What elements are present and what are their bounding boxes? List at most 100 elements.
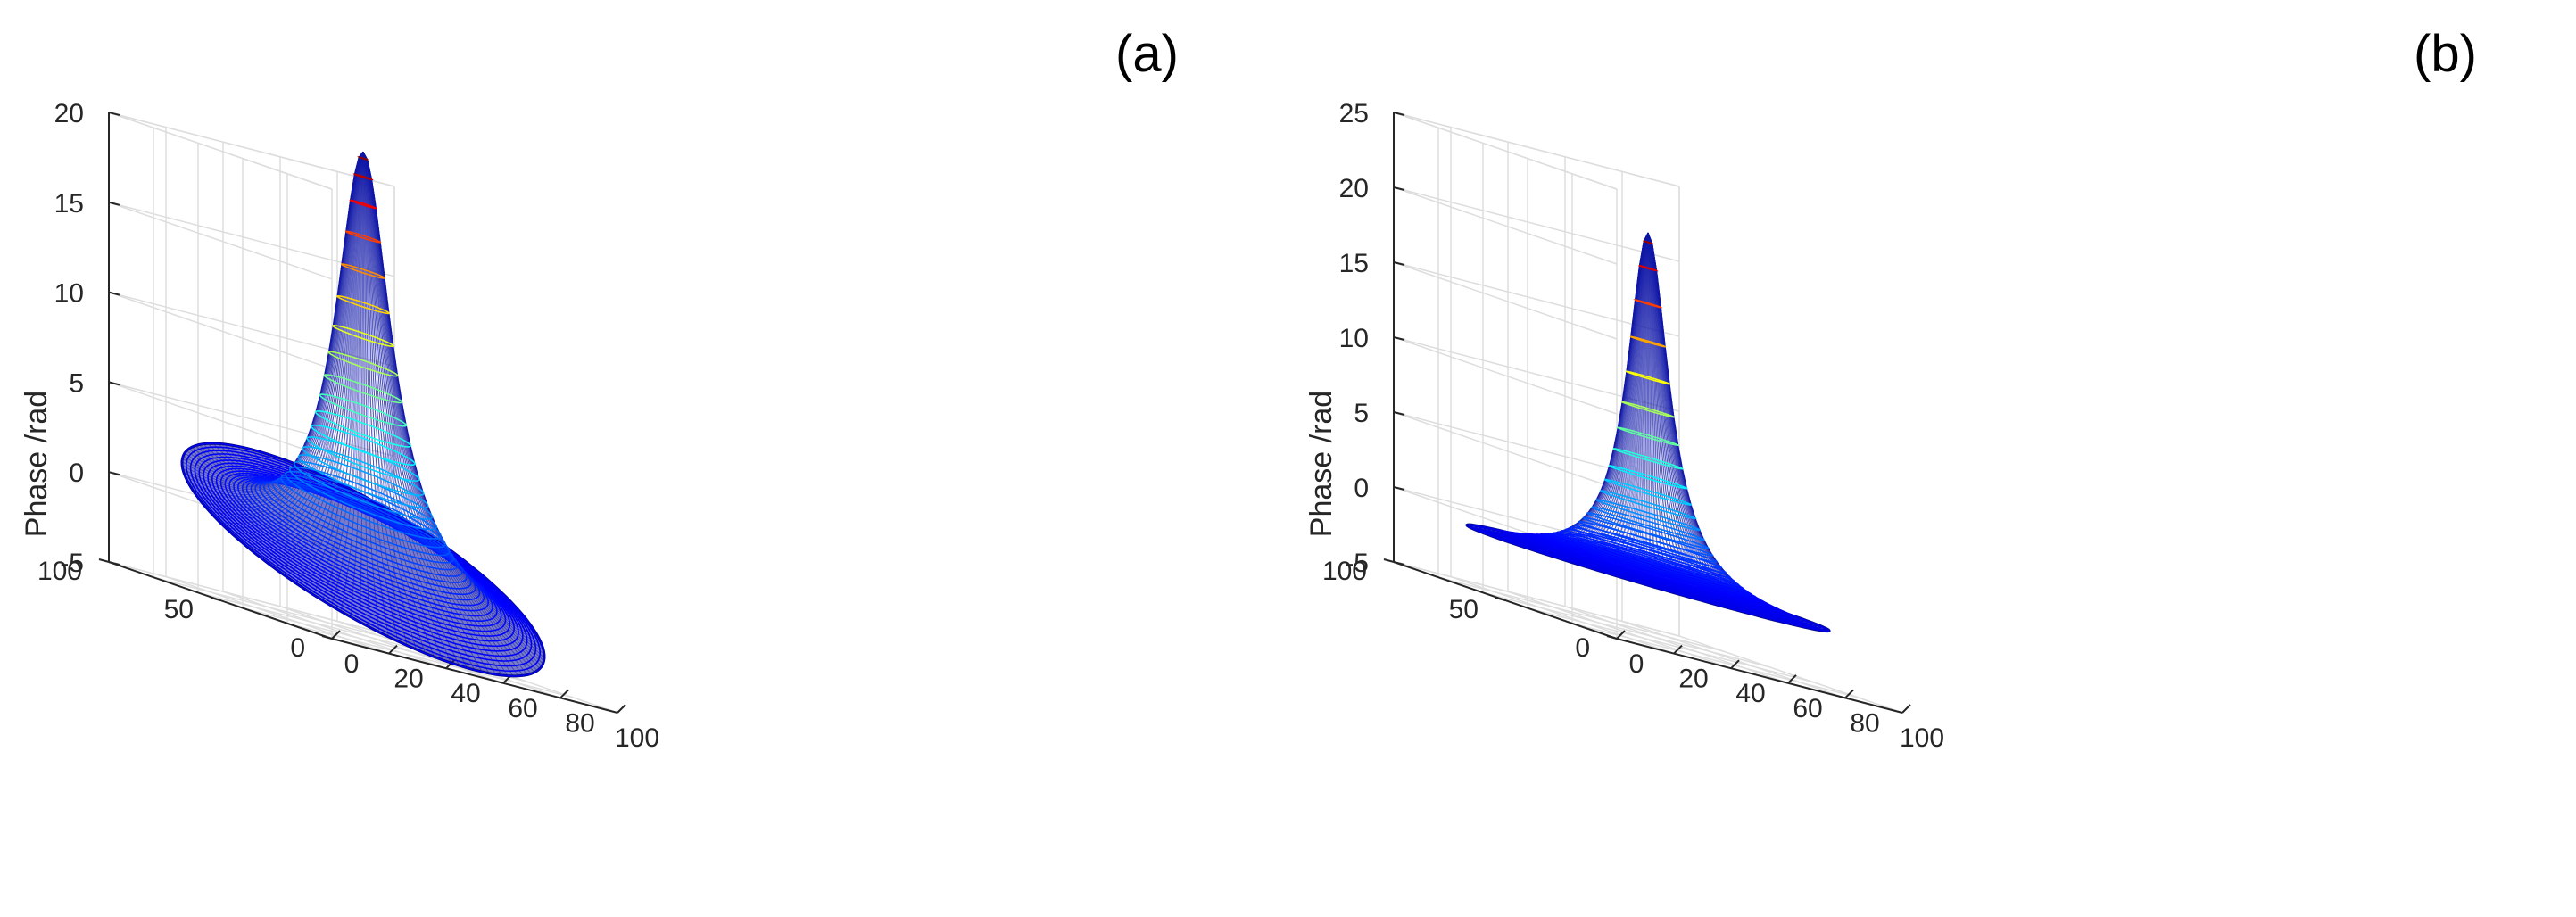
y-tick-label: 100 <box>1322 557 1367 586</box>
mesh-ring <box>352 173 374 180</box>
mesh-ring <box>297 454 429 509</box>
mesh-ring <box>302 446 425 496</box>
z-tick-label: 20 <box>54 99 84 128</box>
mesh-ring <box>1603 478 1693 506</box>
x-tick <box>1901 704 1911 714</box>
mesh-ring <box>262 481 464 577</box>
y-tick <box>1383 558 1395 563</box>
y-tick <box>1495 597 1506 601</box>
x-tick <box>1730 659 1740 669</box>
z-tick-label: 0 <box>1354 474 1369 503</box>
z-tick <box>108 291 120 296</box>
mesh-ring <box>1633 299 1663 309</box>
mesh-ring <box>1521 533 1775 608</box>
mesh-ring <box>194 453 533 662</box>
mesh-spoke <box>1466 232 1649 535</box>
mesh-ring <box>357 156 369 161</box>
mesh-ring <box>341 263 385 279</box>
mesh-ring <box>207 462 519 648</box>
x-tick-label: 80 <box>565 708 594 738</box>
surface-mesh <box>1466 232 1830 632</box>
mesh-spoke <box>1467 232 1649 535</box>
x-tick <box>1787 674 1797 684</box>
z-tick-label: 5 <box>69 368 84 398</box>
mesh-ring <box>1638 265 1659 272</box>
mesh-ring <box>327 351 399 377</box>
mesh-ring <box>1643 240 1653 244</box>
z-tick-label: -5 <box>1345 549 1369 578</box>
y-tick-label: 50 <box>1449 595 1479 624</box>
mesh-ring <box>1565 528 1731 578</box>
z-tick <box>1393 112 1405 116</box>
z-tick-label: 10 <box>1339 324 1369 353</box>
z-tick-label: 20 <box>1339 174 1369 203</box>
mesh-ring <box>185 446 542 673</box>
mesh-ring <box>1586 512 1710 549</box>
z-tick <box>1393 411 1405 416</box>
mesh-ring <box>1625 370 1672 385</box>
x-tick-label: 0 <box>1629 649 1644 679</box>
mesh-spoke <box>1479 232 1649 536</box>
x-tick-label: 80 <box>1850 708 1879 738</box>
mesh-ring <box>349 199 377 210</box>
z-tick <box>108 112 120 116</box>
y-tick <box>1606 635 1618 640</box>
z-tick-label: 0 <box>69 458 84 488</box>
mesh-ring <box>1530 533 1766 604</box>
mesh-ring <box>1612 448 1684 470</box>
x-tick-label: 0 <box>344 649 360 679</box>
x-axis-line <box>331 638 618 714</box>
y-tick <box>210 597 221 601</box>
y-tick <box>321 635 333 640</box>
y-tick-label: 0 <box>1575 633 1590 663</box>
x-tick-label: 60 <box>1793 694 1822 723</box>
z-tick-label: -5 <box>60 549 84 578</box>
x-tick-label: 20 <box>393 665 423 694</box>
x-tick-label: 100 <box>1900 723 1944 753</box>
z-tick <box>1393 561 1405 566</box>
surface-mesh <box>181 151 545 677</box>
mesh-ring <box>311 424 416 466</box>
z-tick-label: 10 <box>54 279 84 309</box>
x-tick <box>1673 644 1683 655</box>
x-tick-label: 60 <box>508 694 537 723</box>
mesh-ring <box>1591 506 1705 541</box>
y-tick-label: 100 <box>37 557 82 586</box>
mesh-ring <box>1595 499 1701 532</box>
z-tick <box>1393 336 1405 341</box>
x-axis-line <box>1616 638 1903 714</box>
mesh-ring <box>288 466 438 531</box>
x-tick <box>331 630 341 640</box>
y-tick-label: 0 <box>290 633 305 663</box>
x-tick-label: 40 <box>451 679 480 708</box>
mesh-ring <box>250 481 476 596</box>
mesh-ring <box>1570 526 1727 574</box>
mesh-ring <box>323 374 403 404</box>
z-tick <box>108 381 120 386</box>
mesh-ring <box>1608 465 1688 490</box>
x-tick <box>559 689 569 699</box>
z-tick-label: 5 <box>1354 399 1369 428</box>
mesh-ring <box>344 230 382 244</box>
mesh-ring <box>267 480 460 571</box>
z-tick-label: 15 <box>1339 249 1369 278</box>
z-axis-label: Phase /rad <box>1305 391 1338 537</box>
mesh-ring <box>1617 426 1679 446</box>
mesh-ring <box>314 410 412 448</box>
mesh-ring <box>1629 335 1667 348</box>
x-tick-label: 100 <box>615 723 659 753</box>
panel-label: (b) <box>2414 25 2477 83</box>
mesh-ring <box>259 481 468 583</box>
y-tick-label: 50 <box>164 595 194 624</box>
z-axis-label: Phase /rad <box>20 391 54 537</box>
y-tick <box>98 558 110 563</box>
mesh-ring <box>271 479 455 564</box>
z-tick <box>1393 261 1405 266</box>
x-tick-label: 20 <box>1678 665 1708 694</box>
mesh-ring <box>319 393 408 427</box>
x-tick <box>388 644 398 655</box>
